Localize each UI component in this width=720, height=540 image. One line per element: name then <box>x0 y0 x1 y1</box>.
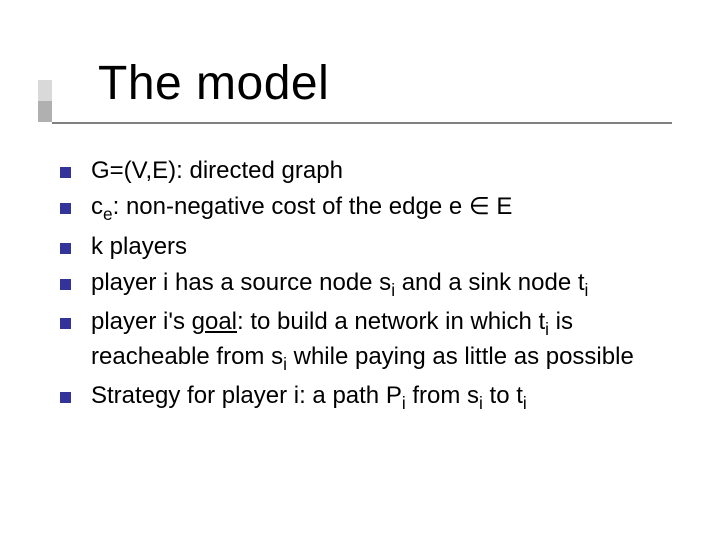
bullet-text: G=(V,E): directed graph <box>91 155 343 187</box>
bullet-icon <box>60 243 71 254</box>
bullet-icon <box>60 167 71 178</box>
list-item: player i's goal: to build a network in w… <box>60 306 680 376</box>
bullet-text: Strategy for player i: a path Pi from si… <box>91 380 527 415</box>
title-underline <box>52 122 672 124</box>
list-item: ce: non-negative cost of the edge e ∈ E <box>60 191 680 226</box>
bullet-text: ce: non-negative cost of the edge e ∈ E <box>91 191 512 226</box>
bullet-icon <box>60 203 71 214</box>
bullet-icon <box>60 392 71 403</box>
slide-title-region: The model <box>54 48 285 103</box>
bullet-list: G=(V,E): directed graph ce: non-negative… <box>60 155 680 419</box>
bullet-text: k players <box>91 231 187 263</box>
bullet-text: player i's goal: to build a network in w… <box>91 306 671 376</box>
bullet-icon <box>60 318 71 329</box>
title-accent-box <box>38 80 52 122</box>
bullet-icon <box>60 279 71 290</box>
accent-bottom <box>38 101 52 122</box>
slide-title: The model <box>98 56 329 111</box>
bullet-text: player i has a source node si and a sink… <box>91 267 588 302</box>
list-item: player i has a source node si and a sink… <box>60 267 680 302</box>
accent-top <box>38 80 52 101</box>
list-item: k players <box>60 231 680 263</box>
list-item: Strategy for player i: a path Pi from si… <box>60 380 680 415</box>
list-item: G=(V,E): directed graph <box>60 155 680 187</box>
